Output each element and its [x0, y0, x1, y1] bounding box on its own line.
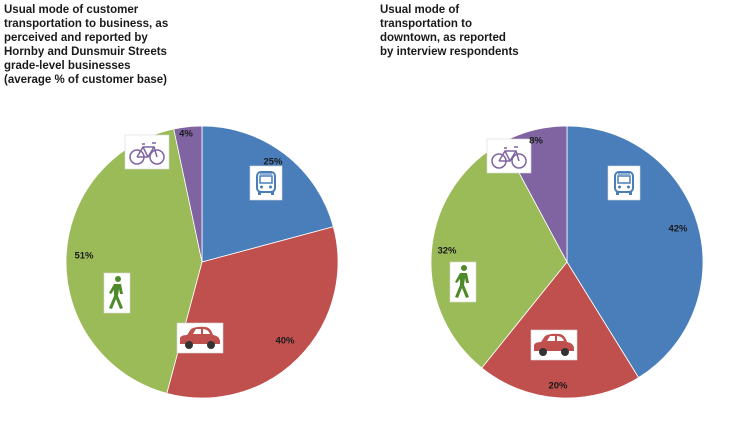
- pedestrian-icon: [103, 272, 131, 314]
- right-chart-title: Usual mode of transportation to downtown…: [380, 4, 519, 58]
- pie-slice-transit: [566, 125, 704, 379]
- car-icon: [176, 322, 224, 354]
- left-chart-title: Usual mode of customer transportation to…: [4, 4, 169, 86]
- bus-icon: [249, 165, 283, 201]
- bus-icon: [607, 165, 641, 201]
- data-label-walk: 32%: [437, 246, 457, 257]
- data-label-transit: 25%: [263, 157, 283, 168]
- left-pie-chart: 25% 40% 51% 4%: [65, 125, 339, 399]
- pedestrian-icon: [449, 261, 477, 303]
- car-icon: [530, 329, 578, 361]
- data-label-transit: 42%: [668, 224, 688, 235]
- data-label-bicycle: 8%: [529, 136, 543, 147]
- bicycle-icon: [124, 134, 170, 170]
- pie-slice-car: [166, 226, 339, 399]
- pie-slice-bicycle: [173, 125, 203, 263]
- data-label-bicycle: 4%: [179, 129, 193, 140]
- data-label-car: 40%: [275, 336, 295, 347]
- bicycle-icon: [486, 138, 532, 174]
- data-label-walk: 51%: [74, 251, 94, 262]
- right-pie-chart: 42% 20% 32% 8%: [430, 125, 704, 399]
- pie-slice-walk: [430, 141, 568, 369]
- data-label-car: 20%: [548, 381, 568, 392]
